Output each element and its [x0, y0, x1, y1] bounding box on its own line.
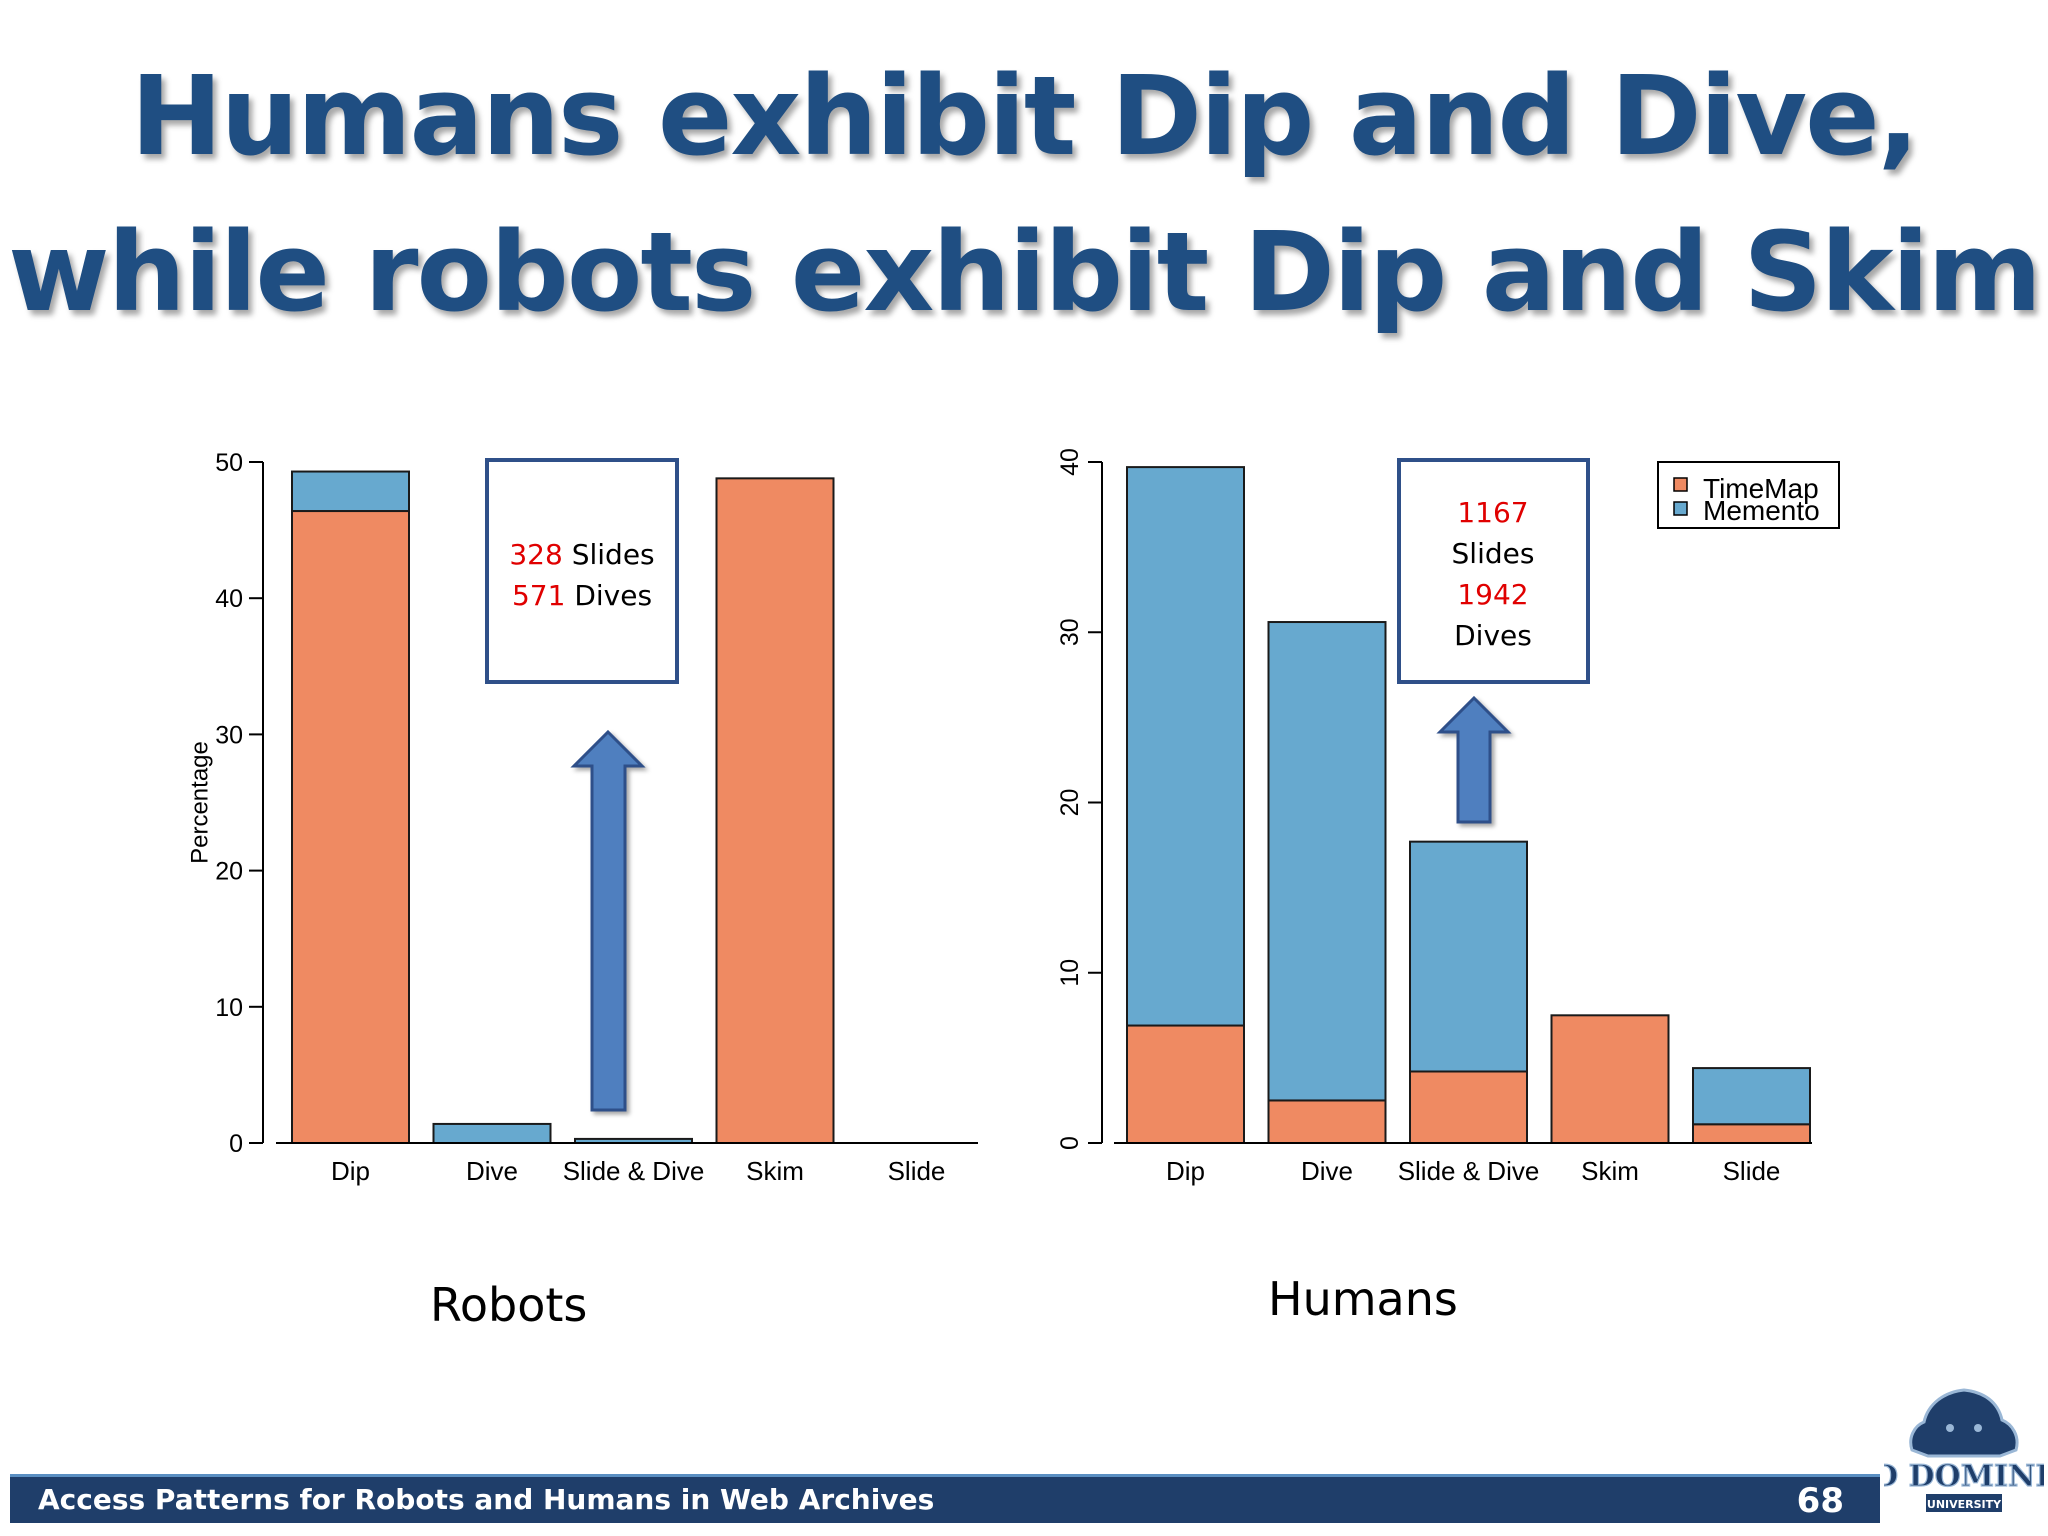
humans-bar-slide-memento [1692, 1067, 1811, 1126]
robots-callout-dives: 571 Dives [512, 579, 652, 612]
humans-x-tick-label-dip: Dip [1166, 1156, 1205, 1186]
logo-wordmark: OLD DOMINION [1884, 1459, 2044, 1494]
humans-y-tick-label-20: 20 [1056, 789, 1084, 817]
humans-panel-label: Humans [1268, 1272, 1458, 1326]
legend-timemap-swatch [1673, 477, 1688, 492]
humans-chart-axes: Dip Dive Slide & Dive Skim Slide 0 10 20 30 40 [1056, 448, 1812, 1186]
robots-bar-dip-timemap [291, 510, 410, 1145]
humans-bar-dive-memento [1267, 621, 1387, 1102]
humans-y-tick-label-40: 40 [1056, 448, 1084, 476]
robots-y-tick-label-50: 50 [215, 449, 243, 477]
page-number: 68 [1796, 1481, 1844, 1521]
robots-chart-bars [291, 470, 835, 1145]
humans-up-arrow [1436, 695, 1512, 824]
robots-bar-skim-timemap [715, 477, 835, 1144]
robots-bar-dip-memento [291, 470, 410, 513]
humans-x-tick-label-slide-dive: Slide & Dive [1398, 1156, 1540, 1186]
footer-title: Access Patterns for Robots and Humans in… [38, 1483, 935, 1516]
legend-memento-swatch [1673, 501, 1688, 516]
robots-panel-label: Robots [430, 1278, 588, 1332]
humans-chart-bars [1126, 466, 1811, 1144]
humans-bar-slide-dive-timemap [1409, 1070, 1528, 1144]
humans-x-tick-label-slide: Slide [1723, 1156, 1781, 1186]
humans-callout-dives-count: 1942 [1457, 578, 1528, 611]
robots-x-tick-label-slide: Slide [888, 1156, 946, 1186]
robots-x-tick-label-dip: Dip [331, 1156, 370, 1186]
robots-x-tick-label-slide-dive: Slide & Dive [563, 1156, 705, 1186]
humans-callout-box [1397, 458, 1590, 684]
humans-bar-slide-dive-memento [1409, 840, 1528, 1073]
robots-bar-dive-memento [432, 1122, 552, 1145]
robots-chart-axes: Dip Dive Slide & Dive Skim Slide 0 10 20 30 40 50 P… [187, 449, 978, 1186]
humans-callout-slides-word: Slides [1452, 537, 1535, 570]
humans-y-tick-label-0: 0 [1056, 1136, 1084, 1150]
robots-x-tick-label-skim: Skim [746, 1156, 804, 1186]
humans-legend-box [1657, 461, 1840, 529]
legend-memento-label: Memento [1703, 495, 1820, 526]
logo-subtext: UNIVERSITY [1927, 1498, 2002, 1511]
odu-logo: OLD DOMINION UNIVERSITY [1884, 1388, 2044, 1512]
lion-mane-icon [1909, 1388, 2019, 1458]
robots-y-tick-label-0: 0 [229, 1130, 243, 1158]
humans-callout-slides-count: 1167 [1457, 496, 1528, 529]
humans-callout-dives-word: Dives [1454, 619, 1532, 652]
footer-bar: Access Patterns for Robots and Humans in… [10, 1474, 1880, 1523]
humans-bar-skim-timemap [1550, 1014, 1670, 1144]
slide-title-line-2: while robots exhibit Dip and Skim [8, 208, 2042, 336]
robots-y-tick-label-30: 30 [215, 721, 243, 749]
humans-bar-dip-timemap [1126, 1024, 1245, 1144]
robots-callout-box [485, 458, 679, 684]
humans-x-tick-label-skim: Skim [1581, 1156, 1639, 1186]
robots-y-tick-label-40: 40 [215, 585, 243, 613]
robots-x-tick-label-dive: Dive [466, 1156, 518, 1186]
humans-y-tick-label-10: 10 [1056, 959, 1084, 987]
robots-callout-slides: 328 Slides [509, 538, 654, 571]
robots-up-arrow [570, 729, 646, 1112]
legend-timemap-label: TimeMap [1703, 473, 1819, 504]
robots-y-tick-label-20: 20 [215, 858, 243, 886]
humans-bar-dive-timemap [1267, 1099, 1387, 1144]
robots-y-axis-label: Percentage [187, 741, 214, 864]
humans-y-tick-label-30: 30 [1056, 618, 1084, 646]
humans-bar-slide-timemap [1692, 1123, 1811, 1144]
robots-y-tick-label-10: 10 [215, 994, 243, 1022]
humans-x-tick-label-dive: Dive [1301, 1156, 1353, 1186]
humans-bar-dip-memento [1126, 466, 1245, 1027]
slide-title-line-1: Humans exhibit Dip and Dive, [130, 52, 1920, 180]
